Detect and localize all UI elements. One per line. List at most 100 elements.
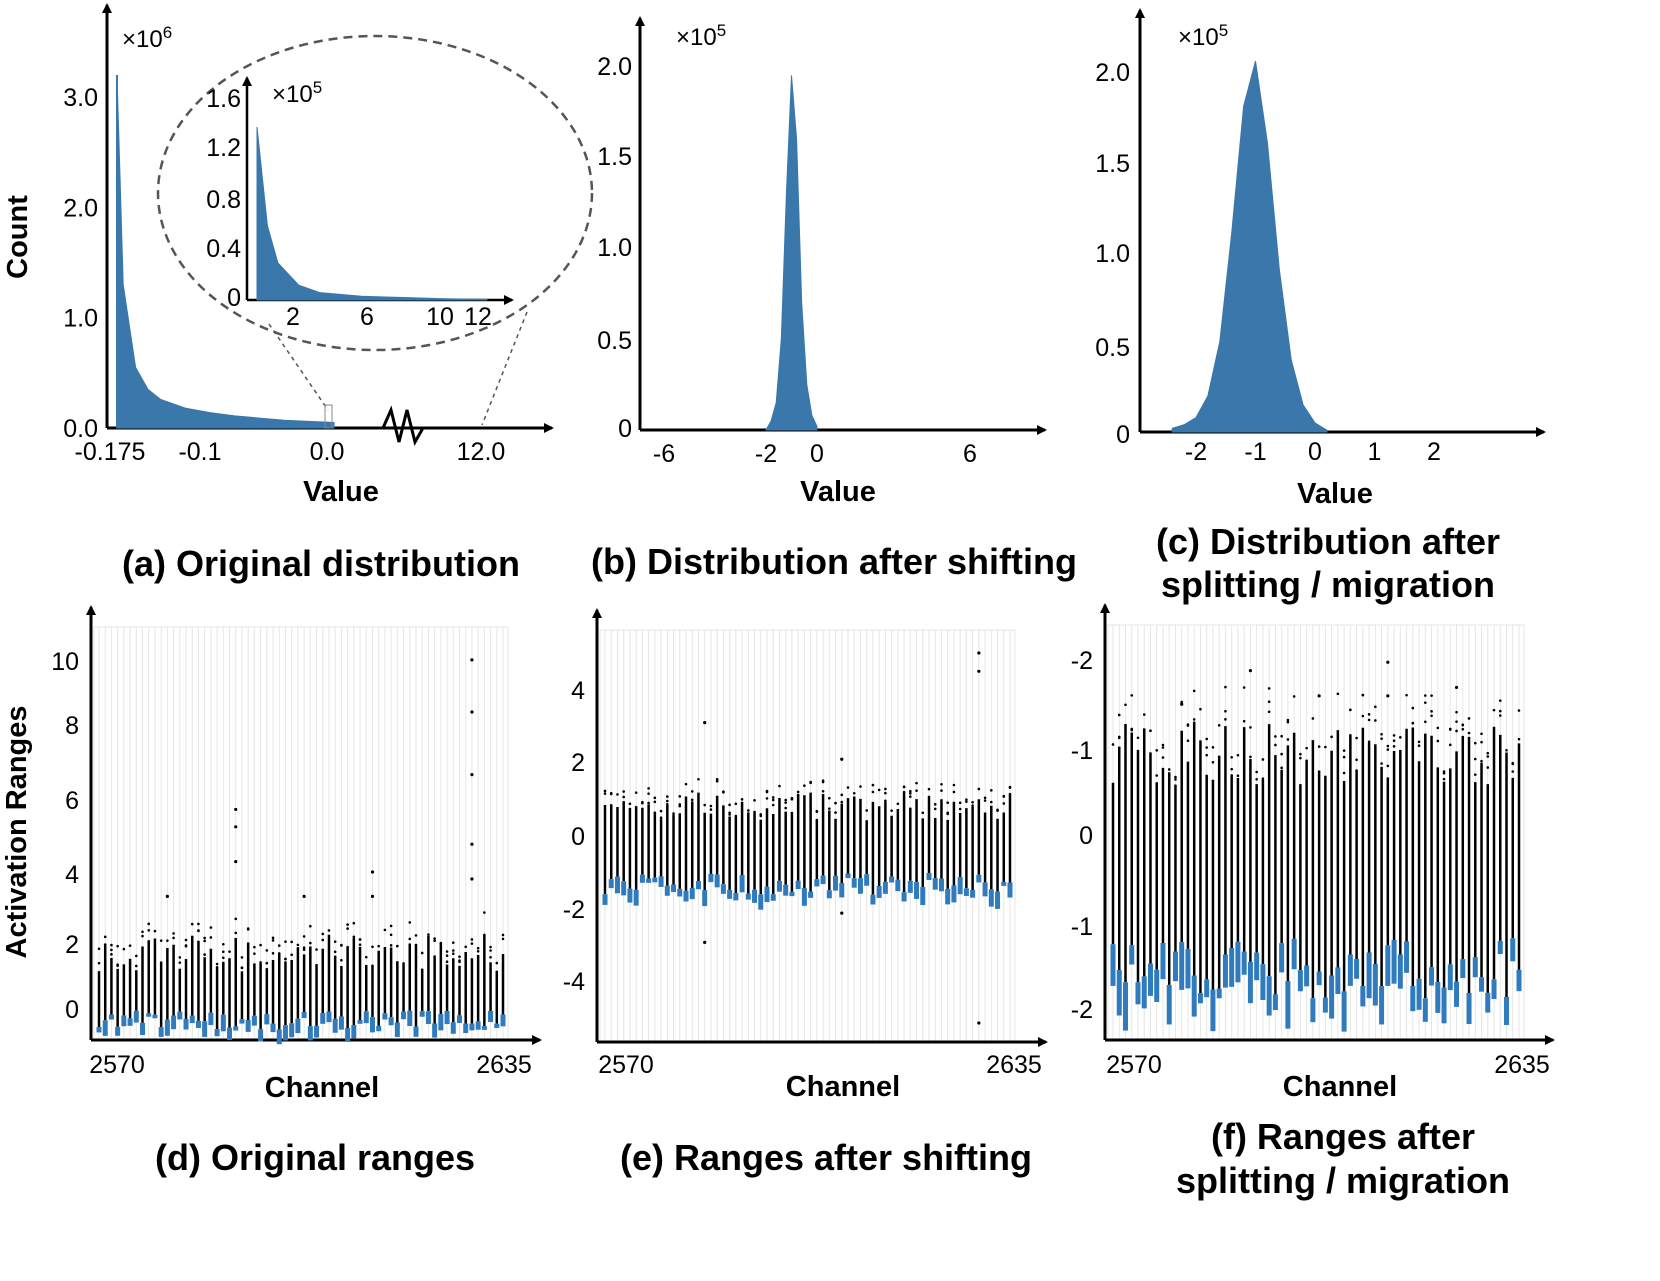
- outlier-point: [603, 792, 607, 795]
- y-tick-label: 10: [51, 648, 79, 676]
- outlier-point: [1361, 693, 1365, 697]
- box: [864, 874, 870, 886]
- outlier-point: [990, 789, 993, 792]
- y-multiplier: ×105: [1178, 21, 1228, 52]
- outlier-point: [321, 932, 325, 936]
- outlier-point: [1248, 669, 1253, 673]
- outlier-point: [821, 789, 825, 793]
- outlier-point: [871, 790, 875, 794]
- outlier-point: [958, 801, 962, 805]
- outlier-point: [483, 933, 486, 937]
- box: [1254, 952, 1260, 981]
- outlier-point: [1473, 773, 1477, 776]
- outlier-point: [790, 797, 794, 801]
- outlier-point: [371, 945, 374, 949]
- box: [1454, 981, 1460, 1007]
- outlier-point: [834, 811, 837, 814]
- box: [839, 883, 845, 898]
- y-tick-label: 2: [571, 749, 585, 777]
- outlier-point: [877, 788, 881, 792]
- outlier-point: [1386, 744, 1390, 748]
- outlier-point: [1224, 718, 1227, 721]
- outlier-point: [489, 945, 492, 949]
- outlier-point: [1255, 777, 1258, 781]
- outlier-point: [884, 791, 887, 795]
- outlier-point: [647, 787, 650, 790]
- outlier-point: [147, 928, 151, 932]
- outlier-point: [647, 801, 650, 805]
- outlier-point: [253, 945, 256, 949]
- box: [1116, 970, 1122, 1016]
- box: [1385, 945, 1391, 986]
- outlier-point: [414, 934, 418, 937]
- box: [1310, 998, 1316, 1023]
- outlier-point: [965, 800, 968, 803]
- outlier-point: [184, 944, 188, 948]
- outlier-point: [166, 939, 169, 942]
- box: [814, 879, 820, 887]
- x-tick-label: 2570: [89, 1051, 145, 1079]
- box: [1422, 998, 1428, 1022]
- inset-y-multiplier: ×105: [272, 78, 322, 109]
- outlier-point: [1299, 752, 1302, 756]
- outlier-point: [1249, 726, 1252, 729]
- outlier-point: [1224, 685, 1227, 689]
- outlier-point: [1517, 737, 1521, 741]
- outlier-point: [1130, 727, 1134, 731]
- box: [621, 881, 627, 896]
- box: [307, 1026, 313, 1041]
- outlier-point: [1454, 685, 1459, 690]
- box: [401, 1011, 407, 1020]
- outlier-point: [153, 929, 157, 933]
- outlier-point: [451, 952, 455, 956]
- y-tick-label: 2.0: [1095, 59, 1130, 87]
- box: [1285, 980, 1291, 1029]
- box: [695, 881, 701, 890]
- box: [419, 1011, 425, 1017]
- outlier-point: [840, 800, 844, 804]
- outlier-point: [796, 790, 800, 794]
- outlier-point: [103, 935, 107, 939]
- box: [658, 876, 664, 887]
- outlier-point: [1274, 735, 1277, 738]
- box: [938, 878, 944, 892]
- outlier-point: [1486, 751, 1490, 755]
- outlier-point: [1455, 720, 1458, 723]
- outlier-point: [1230, 755, 1233, 759]
- box: [982, 882, 988, 897]
- outlier-point: [915, 781, 918, 785]
- outlier-point: [97, 961, 101, 965]
- box: [121, 1015, 127, 1027]
- box: [945, 888, 951, 905]
- x-tick-label: -6: [653, 440, 675, 468]
- outlier-point: [489, 956, 492, 959]
- outlier-point: [110, 953, 113, 956]
- outlier-point: [1280, 752, 1283, 756]
- box: [407, 1010, 413, 1027]
- outlier-point: [234, 825, 238, 829]
- box: [1135, 982, 1141, 1005]
- outlier-point: [302, 894, 306, 898]
- outlier-point: [346, 927, 349, 930]
- outlier-point: [383, 928, 387, 932]
- box: [1172, 951, 1178, 982]
- x-axis-label: Value: [1297, 478, 1373, 510]
- x-axis-label: Value: [303, 476, 379, 508]
- box: [1001, 881, 1007, 886]
- outlier-point: [1498, 714, 1502, 717]
- box: [264, 1014, 270, 1025]
- outlier-point: [284, 957, 287, 961]
- outlier-point: [759, 814, 763, 818]
- outlier-point: [1424, 720, 1427, 724]
- box: [1210, 989, 1216, 1032]
- outlier-point: [1299, 756, 1302, 760]
- outlier-point: [110, 948, 113, 952]
- outlier-point: [703, 803, 706, 807]
- outlier-point: [203, 939, 206, 943]
- outlier-point: [946, 801, 949, 805]
- outlier-point: [641, 801, 644, 805]
- box: [976, 874, 982, 883]
- outlier-point: [1511, 770, 1515, 773]
- outlier-point: [141, 930, 144, 934]
- outlier-point: [1380, 737, 1383, 740]
